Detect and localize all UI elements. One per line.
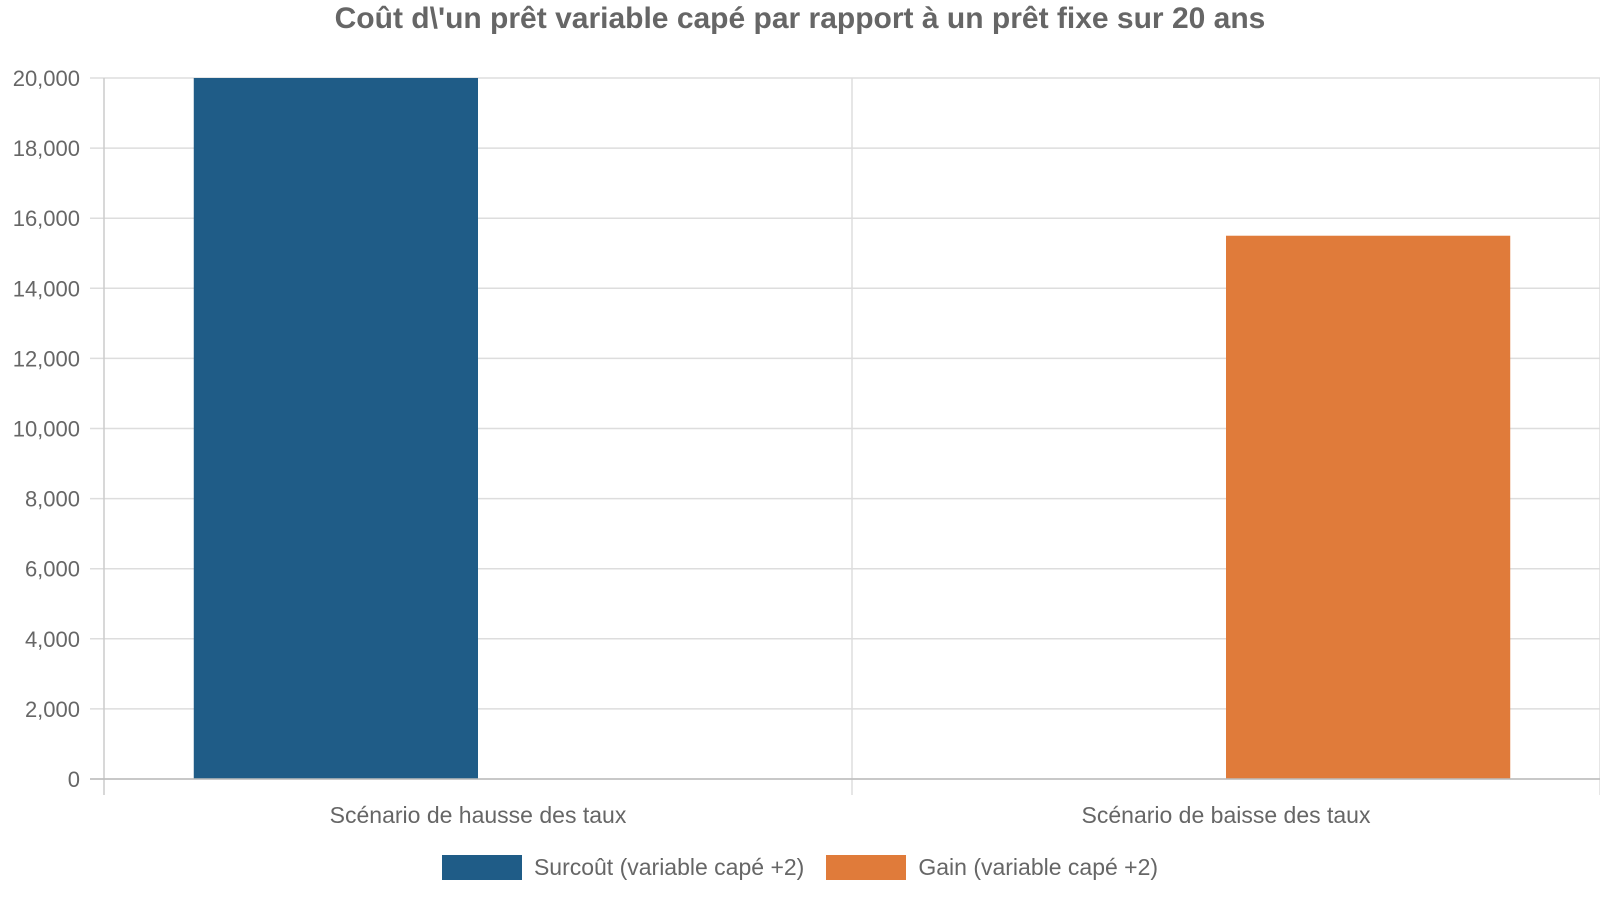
x-tick-label: Scénario de baisse des taux [1082, 802, 1371, 828]
legend-label-gain: Gain (variable capé +2) [918, 854, 1159, 880]
y-tick-label: 12,000 [13, 346, 80, 371]
legend-label-surcout: Surcoût (variable capé +2) [533, 854, 805, 880]
y-tick-label: 16,000 [13, 206, 80, 231]
y-tick-label: 10,000 [13, 417, 80, 442]
legend-item-gain[interactable]: Gain (variable capé +2) [826, 854, 1158, 881]
y-tick-label: 20,000 [13, 66, 80, 91]
legend: Surcoût (variable capé +2) Gain (variabl… [0, 854, 1600, 881]
y-tick-label: 2,000 [25, 697, 80, 722]
y-tick-label: 4,000 [25, 627, 80, 652]
bar [1226, 235, 1511, 780]
y-tick-labels: 0 2,000 4,000 6,000 8,000 10,000 12,000 14,000 1… [13, 66, 80, 792]
y-tick-label: 14,000 [13, 276, 80, 301]
axes [90, 78, 1600, 795]
y-tick-label: 18,000 [13, 136, 80, 161]
y-tick-label: 6,000 [25, 557, 80, 582]
y-tick-label: 8,000 [25, 487, 80, 512]
y-tick-label: 0 [68, 767, 80, 792]
x-tick-labels: Scénario de hausse des taux Scénario de b… [330, 802, 1371, 828]
bars [193, 78, 1511, 780]
legend-swatch-surcout [441, 855, 522, 880]
bar [193, 78, 478, 779]
chart-title: Coût d\'un prêt variable capé par rappor… [334, 2, 1266, 35]
legend-item-surcout[interactable]: Surcoût (variable capé +2) [441, 854, 805, 881]
x-tick-label: Scénario de hausse des taux [330, 802, 627, 828]
legend-swatch-gain [826, 855, 907, 880]
